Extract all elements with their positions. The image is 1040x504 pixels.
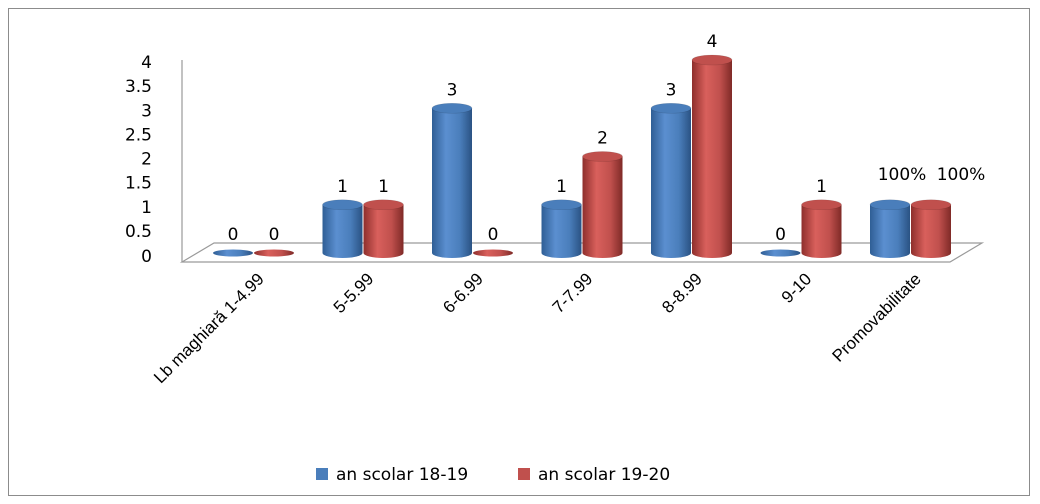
x-category-label: 9-10 <box>778 269 815 306</box>
data-label: 1 <box>816 177 827 197</box>
data-label: 0 <box>488 225 499 245</box>
y-tick-label: 1 <box>141 198 152 218</box>
x-category-label: Promovabilitate <box>829 269 925 365</box>
bar-series-1 <box>650 102 692 258</box>
y-tick-label: 0 <box>141 247 152 267</box>
x-category-label: 7-7.99 <box>549 269 597 317</box>
data-label: 4 <box>707 32 718 52</box>
legend-swatch-series-1 <box>316 468 328 480</box>
data-label: 1 <box>378 177 389 197</box>
bar-series-2 <box>910 199 952 258</box>
y-tick-label: 2 <box>141 150 152 170</box>
bar-series-2 <box>473 249 513 257</box>
x-category-label: Lb maghiară 1-4.99 <box>150 269 268 387</box>
data-label: 1 <box>337 177 348 197</box>
x-category-label: 5-5.99 <box>330 269 378 317</box>
data-label: 100% <box>937 165 986 185</box>
bar-series-2 <box>363 199 404 258</box>
bar-series-1 <box>541 199 582 258</box>
data-label: 1 <box>556 177 567 197</box>
y-tick-label: 4 <box>141 53 152 73</box>
data-label: 0 <box>228 225 239 245</box>
data-label: 3 <box>447 80 458 100</box>
y-tick-label: 3 <box>141 101 152 121</box>
bar-series-1 <box>213 249 253 257</box>
bar-series-1 <box>431 102 473 258</box>
x-category-label: 8-8.99 <box>658 269 706 317</box>
y-tick-label: 0.5 <box>125 222 152 242</box>
bar-series-2 <box>254 249 294 257</box>
y-tick-label: 1.5 <box>125 174 152 194</box>
bar-series-1 <box>322 199 363 258</box>
legend-label-series-2: an scolar 19-20 <box>538 465 670 485</box>
data-label: 2 <box>597 129 608 149</box>
data-label: 3 <box>666 80 677 100</box>
bar-series-2 <box>801 199 842 258</box>
bar-series-2 <box>691 54 733 258</box>
bar-series-2 <box>582 151 623 258</box>
legend-label-series-1: an scolar 18-19 <box>336 465 468 485</box>
data-label: 0 <box>269 225 280 245</box>
bar-series-1 <box>760 249 801 257</box>
x-category-label: 6-6.99 <box>439 269 487 317</box>
bar-series-1 <box>869 199 911 258</box>
legend-swatch-series-2 <box>518 468 530 480</box>
data-label: 0 <box>775 225 786 245</box>
data-label: 100% <box>878 165 927 185</box>
y-tick-label: 3.5 <box>125 77 152 97</box>
chart-floor <box>179 242 985 263</box>
y-tick-label: 2.5 <box>125 125 152 145</box>
